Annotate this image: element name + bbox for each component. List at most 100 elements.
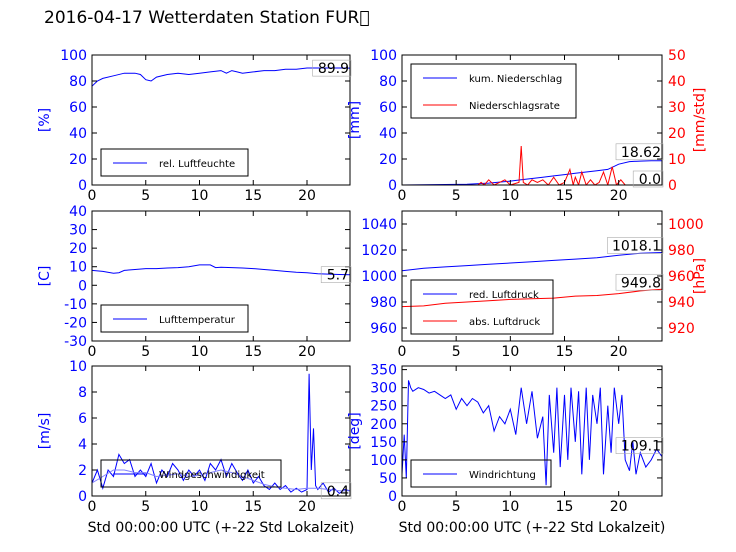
winddir-x-tick-label: 10 [501, 499, 519, 515]
winddir-value-label: 109.1 [621, 439, 661, 455]
winddir-y-tick-label: 150 [370, 435, 397, 451]
precip-y-right-tick-label: 10 [668, 152, 686, 168]
winddir-y-tick-label: 200 [370, 417, 397, 433]
winddir-value-label-box [615, 437, 664, 454]
humidity-y-tick-label: 100 [60, 48, 87, 64]
winddir-x-tick-label: 0 [398, 499, 407, 515]
precip-y-right-tick-label: 40 [668, 74, 686, 90]
wind-y-tick-label: 8 [78, 385, 87, 401]
humidity-y-tick-label: 0 [78, 178, 87, 194]
pressure-legend [410, 279, 554, 335]
winddir-frame [401, 365, 663, 497]
pressure-series-line-0 [402, 252, 662, 272]
humidity-x-tick-label: 20 [298, 188, 316, 204]
humidity-y-tick-label: 20 [69, 152, 87, 168]
humidity-y-tick-label: 80 [69, 74, 87, 90]
precip-frame [401, 54, 663, 186]
winddir-y-tick-label: 300 [370, 381, 397, 397]
winddir-x-label: Std 00:00:00 UTC (+-22 Std Lokalzeit) [399, 520, 666, 536]
wind-y-tick-label: 6 [78, 411, 87, 427]
humidity-y-label: [%] [37, 108, 53, 132]
humidity-frame [91, 54, 351, 186]
winddir-legend [410, 459, 552, 488]
temperature-y-label: [C] [37, 266, 53, 287]
temperature-legend [100, 304, 249, 333]
precip-y-right-label: [mm/std] [692, 88, 708, 153]
pressure-value-label-right-box [615, 273, 664, 291]
pressure-value-label-right: 949.8 [621, 275, 661, 291]
humidity-legend [100, 148, 249, 177]
wind-x-tick-label: 20 [298, 499, 316, 515]
precip-y-label: [mm] [347, 101, 363, 139]
wind-x-tick-label: 10 [191, 499, 209, 515]
precip-y-tick-label: 100 [370, 48, 397, 64]
precip-y-tick-label: 20 [379, 152, 397, 168]
precip-y-tick-label: 40 [379, 126, 397, 142]
humidity-y-tick-label: 40 [69, 126, 87, 142]
pressure-y-tick-label: 1040 [361, 217, 397, 233]
humidity-value-label: 89.9 [318, 61, 349, 77]
wind-y-tick-label: 0 [78, 489, 87, 505]
pressure-x-tick-label: 20 [610, 344, 628, 360]
humidity-x-tick-label: 5 [141, 188, 150, 204]
humidity-x-tick-label: 0 [88, 188, 97, 204]
winddir-x-tick-label: 15 [556, 499, 574, 515]
pressure-y-tick-label: 980 [370, 295, 397, 311]
winddir-legend-label: Windrichtung [469, 470, 536, 481]
winddir-y-tick-label: 50 [379, 471, 397, 487]
temperature-y-tick-label: 30 [69, 223, 87, 239]
wind-y-label: [m/s] [37, 413, 53, 450]
temperature-y-tick-label: 10 [69, 260, 87, 276]
pressure-x-tick-label: 0 [398, 344, 407, 360]
precip-y-right-tick-label: 0 [668, 178, 677, 194]
temperature-x-tick-label: 15 [244, 344, 262, 360]
winddir-x-tick-label: 5 [452, 499, 461, 515]
humidity-y-tick-label: 60 [69, 100, 87, 116]
page-title: 2016-04-17 Wetterdaten Station FUR  [44, 8, 370, 28]
humidity-series-line-0 [92, 67, 350, 87]
temperature-y-tick-label: 0 [78, 278, 87, 294]
winddir-y-label: [deg] [347, 412, 363, 449]
temperature-value-label: 5.7 [327, 268, 349, 284]
wind-chart: 0 5 10 15 20 0 2 4 6 8 10 [m/s] 0.4 Windgeschwindigke… [37, 359, 354, 536]
precip-x-tick-label: 15 [556, 188, 574, 204]
humidity-x-tick-label: 10 [191, 188, 209, 204]
temperature-y-tick-label: -20 [64, 315, 87, 331]
precip-x-tick-label: 20 [610, 188, 628, 204]
humidity-chart: 0 5 10 15 20 0 20 40 60 80 100 [%] 89.9 rel. Luftfeuc… [37, 48, 352, 204]
wind-value-label-box [320, 482, 352, 500]
pressure-y-right-tick-label: 960 [668, 269, 695, 285]
pressure-x-tick-label: 15 [556, 344, 574, 360]
wind-legend-label: Windgeschwindigkeit [159, 470, 265, 481]
temperature-x-tick-label: 0 [88, 344, 97, 360]
precip-y-right-tick-label: 50 [668, 48, 686, 64]
precip-y-tick-label: 0 [388, 178, 397, 194]
temperature-legend-label: Lufttemperatur [159, 315, 236, 326]
wind-y-tick-label: 10 [69, 359, 87, 375]
precip-legend-label: Niederschlagsrate [469, 101, 560, 112]
precip-y-right-tick-label: 20 [668, 126, 686, 142]
wind-value-label: 0.4 [327, 484, 349, 500]
wind-x-tick-label: 15 [244, 499, 262, 515]
temperature-y-tick-label: -10 [64, 297, 87, 313]
pressure-y-right-tick-label: 940 [668, 295, 695, 311]
precip-legend [410, 63, 577, 119]
wind-x-tick-label: 0 [88, 499, 97, 515]
wind-x-tick-label: 5 [141, 499, 150, 515]
temperature-y-tick-label: -30 [64, 334, 87, 350]
temperature-frame [91, 210, 351, 342]
temperature-chart: 0 5 10 15 20 -30 -20 -10 0 10 20 30 40 [C] 5.7 Lufttemp… [37, 204, 352, 360]
pressure-x-tick-label: 5 [452, 344, 461, 360]
humidity-value-label-box [312, 59, 352, 77]
pressure-x-tick-label: 10 [501, 344, 519, 360]
wind-frame [91, 365, 351, 497]
wind-legend [100, 459, 282, 488]
winddir-y-tick-label: 100 [370, 453, 397, 469]
precip-chart: 0 5 10 15 20 0 20 40 60 80 100 0 10 20 30 40 50 [mm] [mm/s… [347, 48, 708, 204]
pressure-y-tick-label: 960 [370, 321, 397, 337]
pressure-series-line-1 [402, 288, 662, 308]
pressure-y-right-label: [hPa] [692, 258, 708, 294]
precip-x-tick-label: 0 [398, 188, 407, 204]
